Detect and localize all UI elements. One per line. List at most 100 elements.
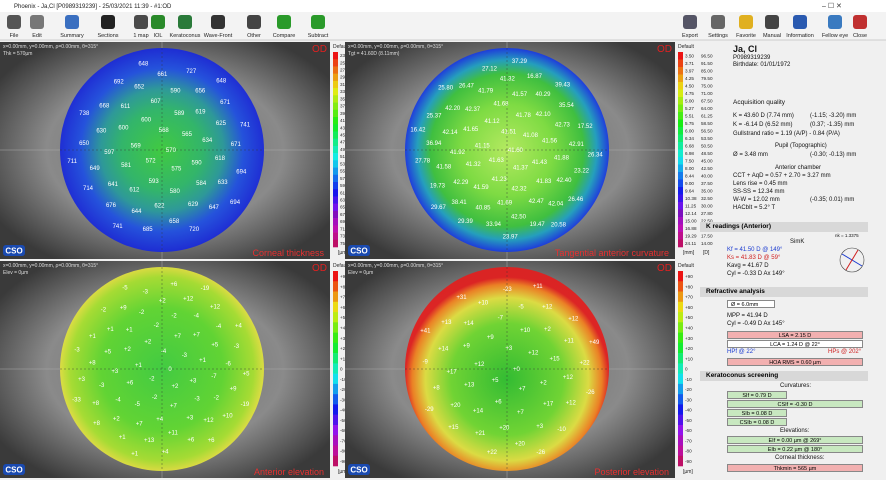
scale-swatch	[333, 109, 338, 118]
toolbar-icon[interactable]	[277, 15, 291, 29]
map-value: -6	[225, 362, 231, 368]
toolbar-button[interactable]: Export	[682, 15, 698, 39]
toolbar-button[interactable]: Compare	[273, 15, 296, 39]
section-header[interactable]: Refractive analysis	[700, 287, 868, 297]
scale-label: 4.50	[685, 83, 694, 88]
toolbar-icon[interactable]	[151, 15, 165, 29]
map-value: 671	[231, 142, 242, 148]
toolbar-icon[interactable]	[765, 15, 779, 29]
toolbar-label[interactable]: File	[10, 33, 19, 39]
scale-label: -30	[685, 397, 692, 402]
toolbar-label[interactable]: Fellow eye	[822, 33, 848, 39]
map-title: Tangential anterior curvature	[555, 248, 669, 258]
toolbar-label[interactable]: Compare	[273, 33, 296, 39]
toolbar-icon[interactable]	[853, 15, 867, 29]
map-value: 741	[240, 122, 251, 128]
scale-label: 530	[340, 161, 348, 166]
scale-swatch	[678, 82, 683, 90]
toolbar-label[interactable]: Keratoconus	[170, 33, 201, 39]
toolbar-label[interactable]: Summary	[60, 33, 84, 39]
toolbar-label[interactable]: Settings	[708, 33, 728, 39]
section-header[interactable]: K readings (Anterior)	[700, 222, 868, 232]
toolbar-button[interactable]: Settings	[708, 15, 728, 39]
info-line: (-0.35; 0.01) mm	[810, 197, 855, 203]
map-value: +1	[119, 435, 127, 441]
info-line: Ø = 3.48 mm	[733, 152, 768, 158]
toolbar-icon[interactable]	[793, 15, 807, 29]
map-value: 633	[218, 180, 229, 186]
map-value: 720	[189, 227, 200, 233]
toolbar-icon[interactable]	[247, 15, 261, 29]
toolbar-label[interactable]: Sections	[97, 33, 118, 39]
toolbar-button[interactable]: Information	[786, 15, 814, 39]
map-value: 41.68	[493, 102, 509, 108]
scale-label: +60	[340, 305, 348, 310]
toolbar-button[interactable]: Fellow eye	[822, 15, 848, 39]
toolbar-icon[interactable]	[211, 15, 225, 29]
map-value: 597	[104, 150, 115, 156]
toolbar-button[interactable]: Manual	[763, 15, 781, 39]
toolbar-icon[interactable]	[828, 15, 842, 29]
toolbar-icon[interactable]	[65, 15, 79, 29]
toolbar-button[interactable]: Subtract	[308, 15, 329, 39]
toolbar-icon[interactable]	[178, 15, 192, 29]
toolbar-label[interactable]: Export	[682, 33, 698, 39]
toolbar-label[interactable]: 1 map	[133, 33, 148, 39]
toolbar-button[interactable]: Close	[853, 15, 867, 39]
map-value: 41.12	[485, 119, 501, 125]
diameter-select[interactable]: Ø = 6.0mm	[727, 300, 775, 308]
map-value: 19.47	[530, 222, 546, 228]
toolbar-label[interactable]: Wave-Front	[204, 33, 233, 39]
scale-swatch	[678, 134, 683, 143]
toolbar-button[interactable]: Favorite	[736, 15, 756, 39]
toolbar-button[interactable]: IOL	[151, 15, 165, 39]
scale-label: -90	[340, 459, 347, 464]
scale-swatch	[333, 153, 338, 161]
toolbar-icon[interactable]	[134, 15, 148, 29]
toolbar-icon[interactable]	[7, 15, 21, 29]
toolbar-label[interactable]: Subtract	[308, 33, 329, 39]
toolbar-button[interactable]: Summary	[60, 15, 84, 39]
window-controls[interactable]: – ☐ ✕	[822, 2, 842, 10]
toolbar-button[interactable]: Edit	[30, 15, 44, 39]
scale-swatch	[678, 363, 683, 374]
map-value: 618	[215, 156, 226, 162]
map-value: +1	[199, 358, 207, 364]
map-value: +5	[104, 350, 112, 356]
toolbar-label[interactable]: IOL	[154, 33, 163, 39]
toolbar-button[interactable]: Other	[247, 15, 261, 39]
toolbar-button[interactable]: Sections	[97, 15, 119, 39]
scale-swatch	[678, 312, 683, 323]
scale-swatch	[333, 363, 338, 374]
toolbar-button[interactable]: Wave-Front	[204, 15, 233, 39]
toolbar-label[interactable]: Close	[853, 33, 867, 39]
scale-label: -80	[685, 449, 692, 454]
scale-label: 490	[340, 147, 348, 152]
map-value: -5	[518, 304, 524, 310]
scale-swatch	[678, 157, 683, 165]
toolbar-label[interactable]: Other	[247, 33, 261, 39]
toolbar-button[interactable]: Keratoconus	[170, 15, 201, 39]
toolbar-icon[interactable]	[711, 15, 725, 29]
toolbar-label[interactable]: Edit	[32, 33, 42, 39]
section-header[interactable]: Keratoconus screening	[700, 371, 868, 381]
map-value: -3	[99, 383, 105, 389]
scale-swatch	[333, 414, 338, 426]
toolbar-button[interactable]: 1 map	[133, 15, 149, 39]
toolbar-icon[interactable]	[311, 15, 325, 29]
toolbar-icon[interactable]	[683, 15, 697, 29]
map-value: -33	[72, 397, 81, 403]
map-value: 593	[149, 179, 160, 185]
toolbar-icon[interactable]	[101, 15, 115, 29]
map-value: +1	[131, 451, 139, 457]
toolbar-button[interactable]: File	[7, 15, 21, 39]
toolbar-icon[interactable]	[739, 15, 753, 29]
toolbar-icon[interactable]	[30, 15, 44, 29]
map-value: +14	[438, 347, 449, 353]
toolbar-label[interactable]: Information	[786, 33, 814, 39]
map-value: +6	[495, 400, 503, 406]
toolbar-label[interactable]: Favorite	[736, 33, 756, 39]
map-value: 42.29	[453, 180, 469, 186]
toolbar-label[interactable]: Manual	[763, 33, 781, 39]
